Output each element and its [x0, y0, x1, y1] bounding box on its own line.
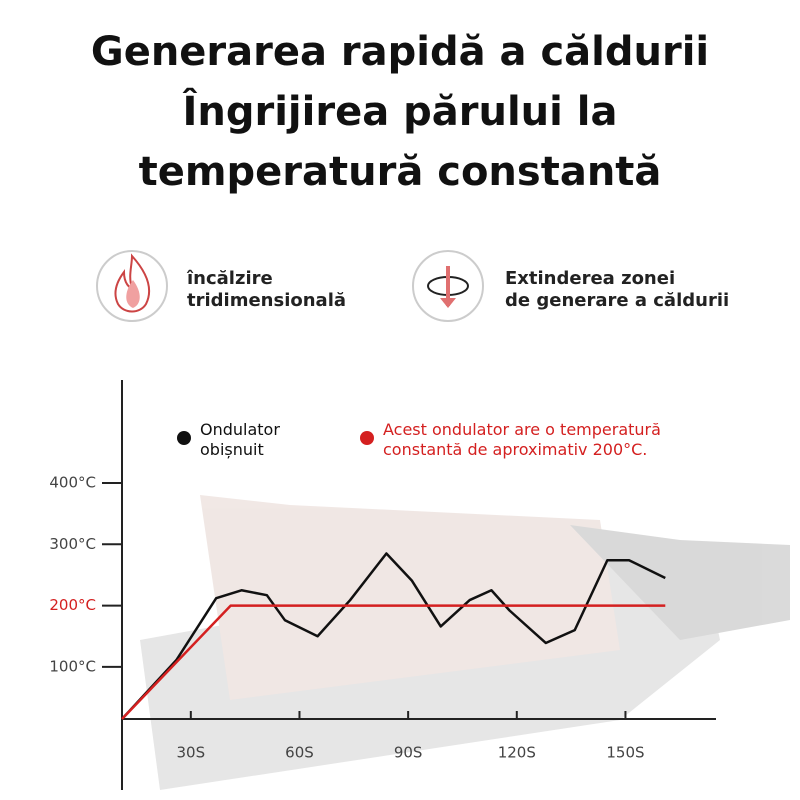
y-tick-label: 200°C — [49, 596, 96, 614]
icon-rotate — [412, 250, 484, 322]
series-line — [121, 552, 666, 720]
y-tick-label: 100°C — [49, 657, 96, 675]
title-line: Îngrijirea părului la — [182, 89, 618, 135]
x-tick-label: 60S — [285, 744, 314, 762]
legend-dot — [360, 431, 374, 445]
icon-heat — [96, 250, 168, 322]
legend-dot — [177, 431, 191, 445]
feature-line: tridimensională — [187, 290, 347, 311]
title-line: Generarea rapidă a căldurii — [90, 29, 710, 75]
series-line — [121, 604, 666, 720]
x-tick-label: 150S — [606, 744, 644, 762]
feature-text: Extinderea zonei de generare a căldurii — [505, 268, 729, 312]
product-background — [140, 495, 790, 790]
title-line: temperatură constantă — [138, 149, 662, 195]
x-tick-label: 30S — [177, 744, 206, 762]
feature-line: Extinderea zonei — [505, 268, 676, 289]
feature-line: de generare a căldurii — [505, 290, 730, 311]
y-tick-label: 400°C — [49, 473, 96, 491]
feature-text: încălzire tridimensională — [187, 268, 346, 312]
x-tick-label: 90S — [394, 744, 423, 762]
legend-entry: Acest ondulator are o temperatură consta… — [383, 420, 661, 459]
x-tick-label: 120S — [498, 744, 536, 762]
y-tick-label: 300°C — [49, 535, 96, 553]
feature-line: încălzire — [187, 268, 273, 289]
legend-entry: Ondulator obișnuit — [200, 420, 280, 459]
